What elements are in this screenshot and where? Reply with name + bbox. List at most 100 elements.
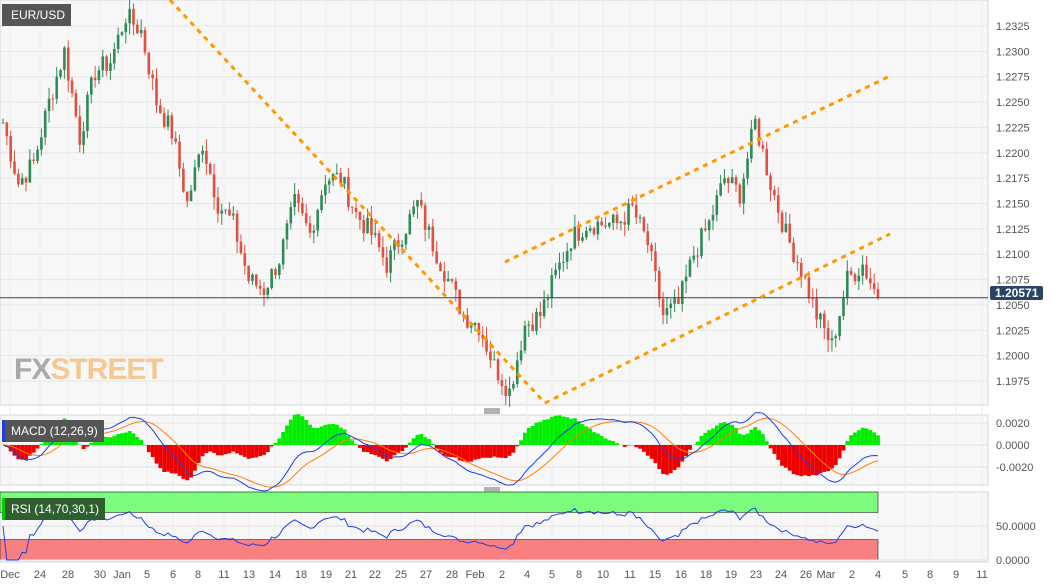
candle-body (120, 32, 124, 35)
y-tick-label: 1.2275 (996, 72, 1030, 84)
macd-histogram-bar (292, 414, 297, 445)
macd-histogram-bar (212, 445, 216, 453)
candle-body (684, 276, 688, 282)
macd-histogram-bar (542, 419, 547, 445)
macd-histogram-bar (791, 445, 796, 475)
macd-histogram-bar (400, 445, 405, 451)
macd-histogram-bar (392, 445, 397, 456)
candle-body (707, 220, 711, 231)
candle-body (546, 298, 550, 300)
candle-body (262, 288, 266, 296)
candle-body (654, 251, 657, 271)
candle-body (316, 209, 319, 231)
macd-histogram-bar (833, 445, 838, 465)
x-tick-label: 8 (927, 569, 933, 581)
candle-body (362, 220, 366, 233)
candle-body (608, 222, 611, 227)
candle-body (677, 298, 680, 304)
macd-histogram-bar (227, 445, 232, 454)
candle-body (82, 131, 85, 145)
macd-histogram-bar (373, 445, 378, 455)
macd-histogram-bar (665, 445, 669, 475)
candle-body (765, 148, 769, 176)
macd-histogram-bar (826, 445, 831, 472)
candle-body (807, 277, 811, 299)
macd-histogram-bar (534, 422, 539, 445)
macd-histogram-bar (342, 429, 347, 445)
x-tick-label: 5 (144, 569, 150, 581)
macd-histogram-bar (277, 438, 282, 445)
macd-histogram-bar (707, 430, 712, 445)
candle-body (304, 213, 308, 224)
macd-histogram-bar (799, 445, 804, 477)
candle-body (861, 264, 864, 276)
candle-body (657, 270, 661, 300)
candle-body (301, 203, 304, 214)
candle-body (515, 360, 519, 384)
x-tick-label: 19 (725, 569, 737, 581)
y-tick-label: 1.2325 (996, 21, 1030, 33)
candle-body (596, 221, 600, 235)
candle-body (197, 154, 201, 168)
macd-histogram-bar (872, 432, 877, 445)
candle-body (274, 269, 277, 276)
candle-body (661, 299, 665, 316)
candle-body (243, 253, 247, 266)
candle-body (231, 213, 235, 216)
candle-body (554, 269, 557, 276)
macd-histogram-bar (453, 445, 458, 458)
candle-body (876, 289, 880, 298)
candle-body (489, 351, 492, 361)
y-tick-label: 1.2225 (996, 122, 1030, 134)
macd-histogram-bar (845, 441, 850, 445)
macd-histogram-bar (645, 445, 650, 456)
macd-histogram-bar (807, 445, 811, 477)
macd-histogram-bar (273, 442, 278, 445)
candle-body (746, 158, 749, 179)
macd-histogram-bar (661, 445, 666, 474)
macd-histogram-bar (258, 445, 263, 457)
candle-body (427, 226, 431, 230)
macd-histogram-bar (120, 433, 124, 445)
candle-body (562, 261, 565, 263)
candle-body (573, 226, 577, 249)
macd-histogram-bar (365, 445, 370, 453)
macd-histogram-bar (123, 432, 128, 445)
candle-body (704, 228, 707, 231)
x-tick-label: 28 (62, 569, 74, 581)
candle-body (208, 164, 212, 175)
candle-body (278, 264, 281, 276)
macd-histogram-bar (219, 445, 224, 456)
macd-histogram-bar (288, 419, 293, 445)
candle-body (734, 177, 738, 185)
candle-body (815, 298, 818, 320)
macd-histogram-bar (603, 438, 608, 445)
candle-body (719, 183, 722, 196)
macd-tick-label: 0.0000 (996, 440, 1030, 452)
macd-histogram-bar (423, 437, 428, 445)
candle-body (665, 308, 669, 316)
macd-histogram-bar (116, 434, 121, 445)
candle-body (128, 8, 131, 24)
candle-body (159, 105, 162, 114)
macd-histogram-bar (634, 445, 639, 448)
candle-body (393, 240, 396, 251)
macd-histogram-bar (864, 428, 869, 445)
macd-histogram-bar (684, 445, 689, 457)
macd-histogram-bar (476, 445, 481, 459)
candle-body (293, 193, 296, 208)
macd-histogram-bar (653, 445, 658, 464)
x-tick-label: 26 (800, 569, 812, 581)
candle-body (627, 203, 630, 225)
macd-histogram-bar (146, 445, 151, 453)
macd-histogram-bar (641, 445, 646, 452)
candle-body (512, 383, 515, 389)
candle-body (773, 189, 776, 196)
x-tick-label: 11 (218, 569, 229, 581)
macd-histogram-bar (215, 445, 220, 456)
x-tick-label: 22 (369, 569, 381, 581)
macd-histogram-bar (584, 426, 589, 445)
candle-body (59, 69, 62, 77)
macd-histogram-bar (818, 445, 823, 474)
